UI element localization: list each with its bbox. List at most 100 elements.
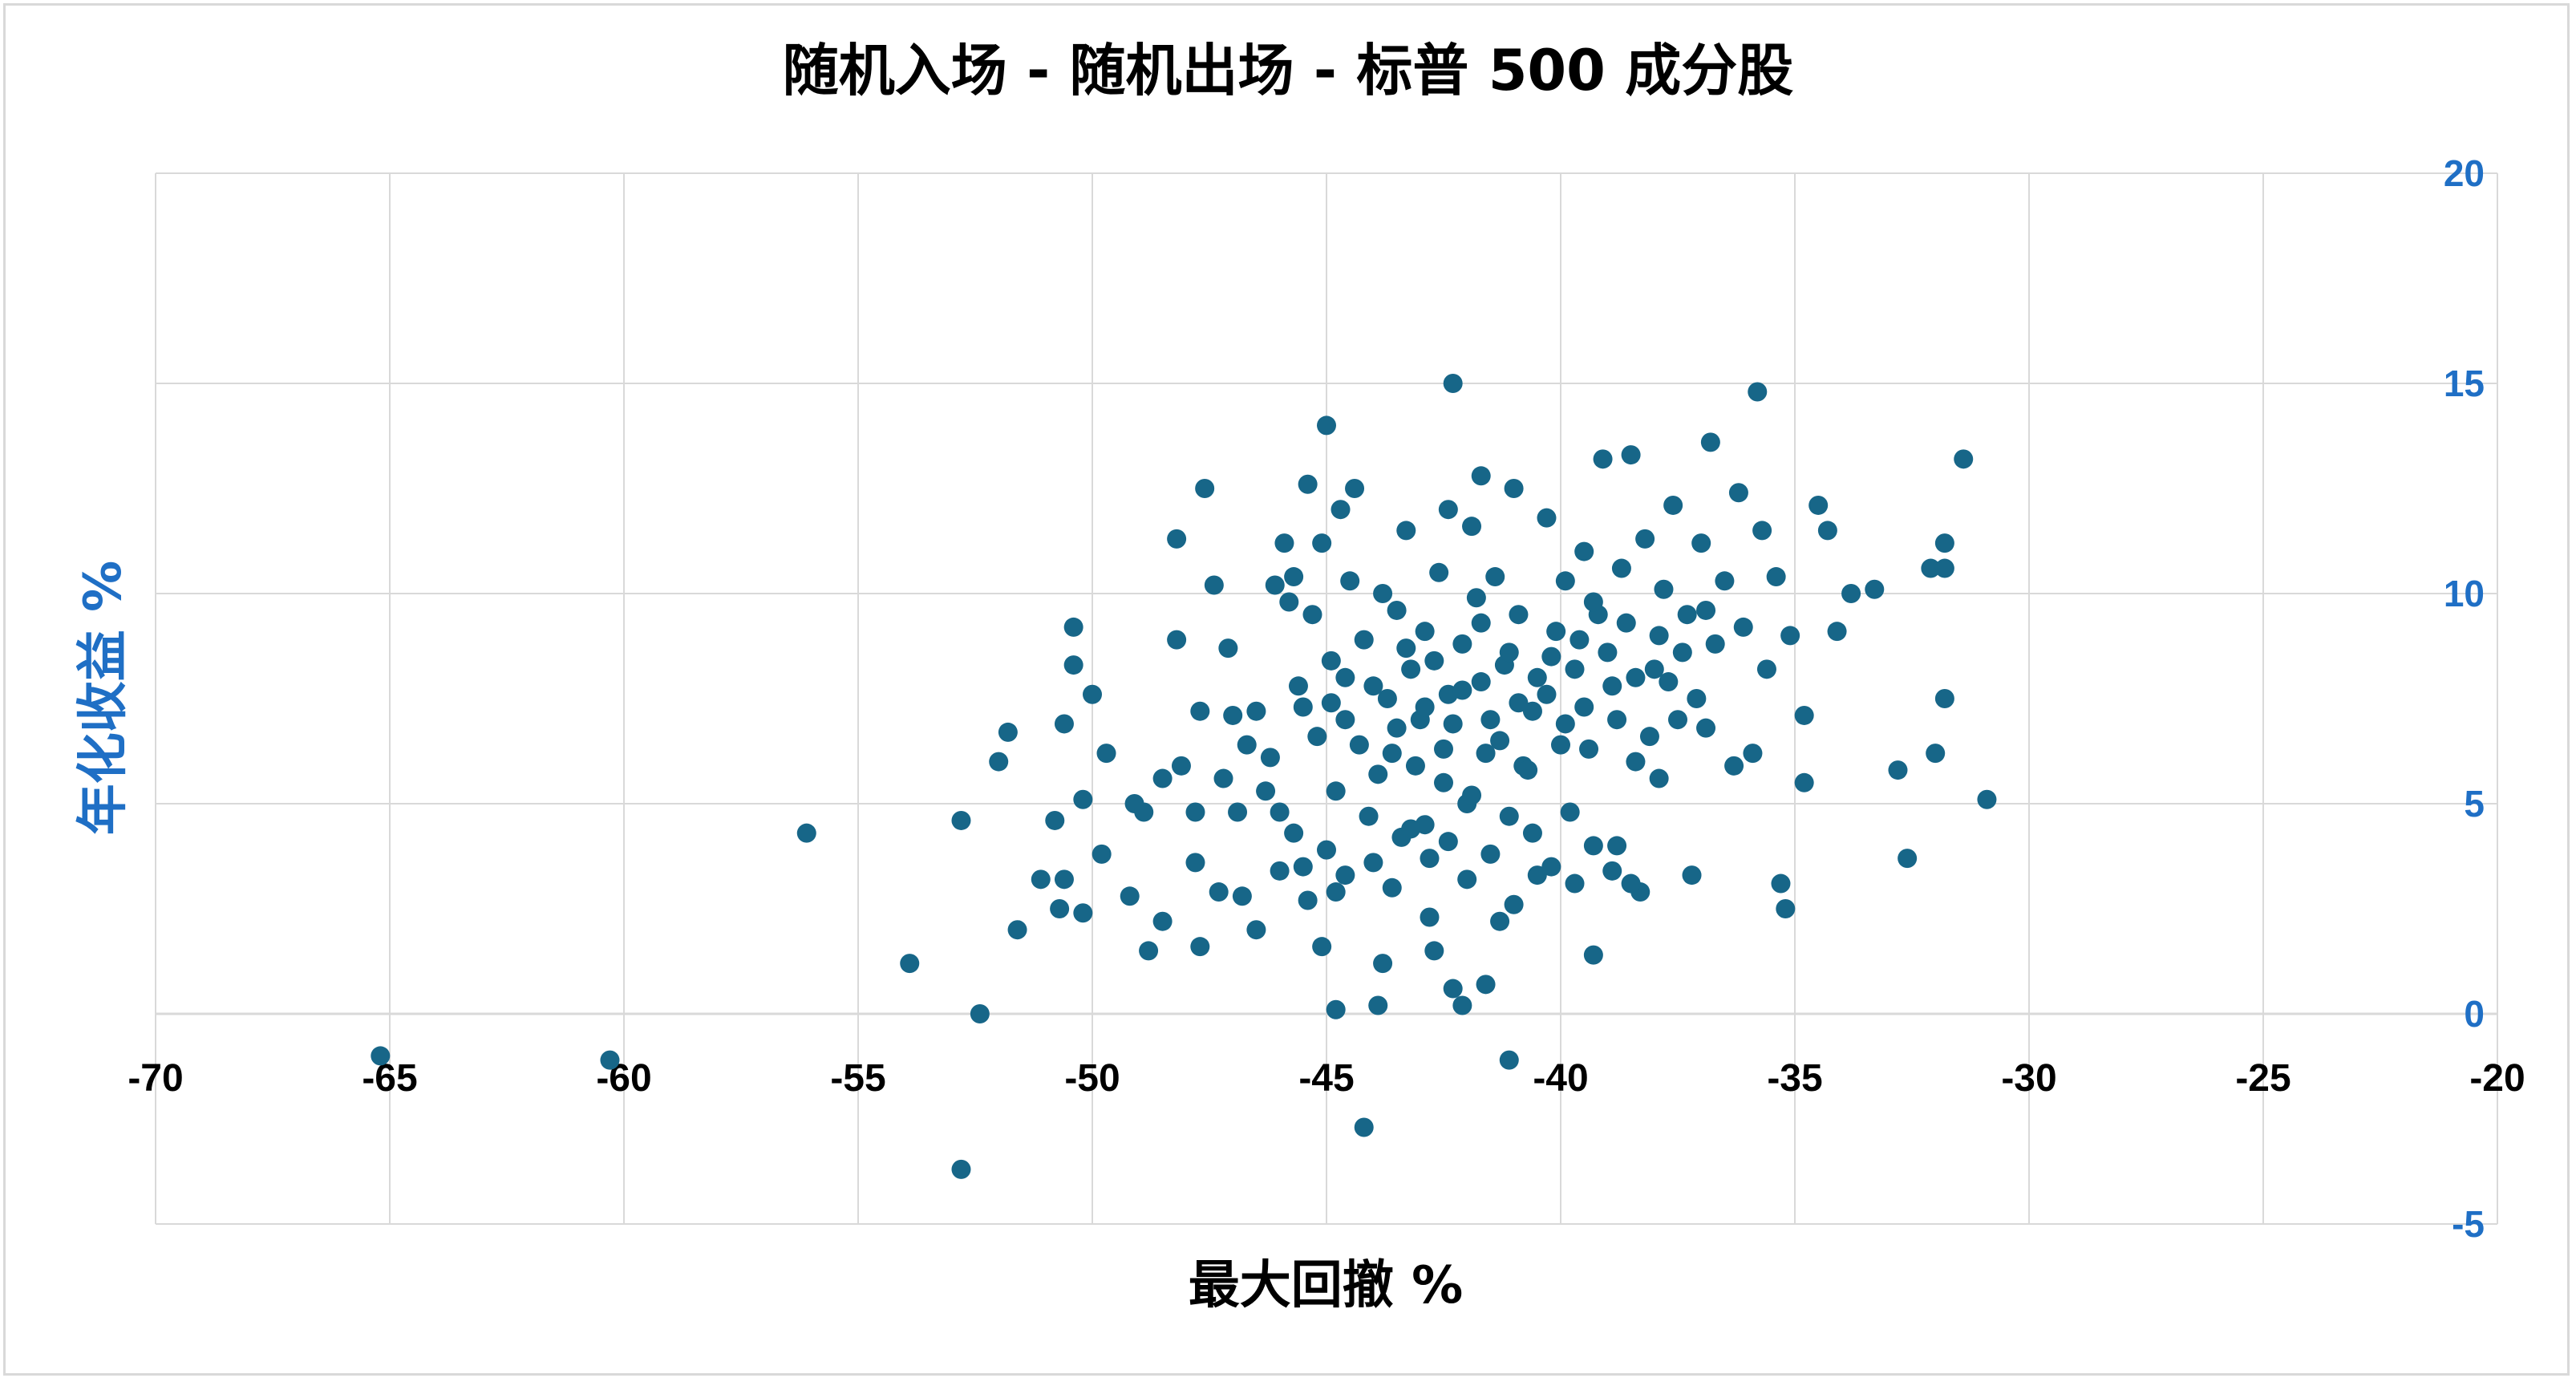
scatter-point [1565,659,1585,679]
scatter-point [1246,920,1266,940]
scatter-point [1331,500,1351,520]
scatter-point [1293,857,1313,877]
scatter-point [1387,718,1407,738]
scatter-point [1349,735,1369,755]
scatter-point [1246,701,1266,721]
scatter-point [1218,638,1238,659]
scatter-point [1054,714,1074,734]
scatter-point [1841,584,1861,603]
scatter-point [1649,626,1669,646]
scatter-point [1504,479,1524,498]
x-tick-label: -70 [128,1057,183,1100]
scatter-point [1560,802,1580,822]
scatter-point [1204,575,1224,595]
scatter-point [1555,714,1575,734]
scatter-point [1382,744,1402,764]
scatter-point [1415,622,1435,642]
scatter-point [1593,449,1613,469]
scatter-point [1368,764,1388,784]
scatter-point [1691,533,1711,553]
scatter-point [1499,1050,1519,1070]
scatter-point [1237,735,1257,755]
chart-frame [3,3,2570,1376]
scatter-point [1452,634,1472,654]
scatter-point [1574,541,1594,561]
x-tick-label: -50 [1064,1057,1120,1100]
scatter-point [1335,710,1355,730]
scatter-point [1682,865,1702,886]
scatter-point [1541,857,1561,877]
scatter-point [1583,592,1603,612]
scatter-point [1569,630,1590,650]
x-tick-label: -35 [1767,1057,1822,1100]
scatter-point [1424,941,1444,961]
scatter-point [970,1004,990,1023]
scatter-point [1050,899,1070,918]
scatter-point [1644,659,1664,679]
scatter-point [1659,672,1679,692]
scatter-point [1466,588,1486,608]
scatter-point [1509,693,1529,713]
scatter-point [1724,756,1744,776]
scatter-point [1499,642,1519,663]
scatter-point [1977,789,1997,809]
scatter-point [1752,521,1772,541]
scatter-point [1354,630,1374,650]
scatter-point [1298,474,1318,494]
scatter-point [1583,945,1603,965]
scatter-point [1639,727,1659,747]
scatter-point [1373,954,1393,974]
scatter-point [1401,659,1421,679]
scatter-point [951,1159,971,1179]
scatter-point [1635,529,1655,549]
scatter-point [1326,781,1346,801]
scatter-point [1621,873,1641,894]
scatter-point [1546,622,1566,642]
scatter-point [1794,772,1814,792]
scatter-point [1649,768,1669,788]
scatter-point [1326,999,1346,1019]
scatter-point [1434,772,1453,792]
scatter-point [1616,613,1636,633]
scatter-point [1326,882,1346,902]
x-tick-label: -65 [362,1057,417,1100]
scatter-point [1480,710,1501,730]
scatter-point [1452,995,1472,1015]
scatter-point [951,810,971,830]
y-tick-label: 15 [2444,363,2485,404]
scatter-point [1865,579,1885,599]
scatter-point [1312,533,1332,553]
scatter-point [1092,844,1112,864]
scatter-point [1490,731,1510,751]
scatter-point [1031,869,1051,890]
scatter-point [1602,676,1622,696]
scatter-point [1387,600,1407,620]
scatter-point [1705,634,1725,654]
scatter-point [1611,558,1631,578]
scatter-point [1780,626,1800,646]
scatter-point [1420,907,1440,927]
scatter-point [1607,710,1627,730]
y-tick-labels: -5 0 5 10 15 20 [2444,152,2485,1245]
scatter-point [1335,667,1355,687]
scatter-point [1377,689,1397,708]
scatter-point [1317,840,1336,860]
scatter-point [1743,744,1763,764]
scatter-point [1152,768,1173,788]
scatter-point [1120,886,1140,906]
scatter-point [1363,676,1383,696]
scatter-point [1499,806,1519,826]
scatter-point [1715,571,1735,591]
scatter-point [1817,521,1837,541]
scatter-point [1063,617,1083,637]
scatter-point [1776,899,1796,918]
scatter-point [1926,744,1946,764]
y-tick-label: 20 [2444,152,2485,194]
scatter-point [1335,865,1355,886]
scatter-point [1317,415,1336,436]
scatter-point [1607,836,1627,856]
scatter-point [1167,630,1187,650]
scatter-point [1054,869,1074,890]
scatter-point [1373,584,1393,603]
scatter-point [1756,659,1776,679]
